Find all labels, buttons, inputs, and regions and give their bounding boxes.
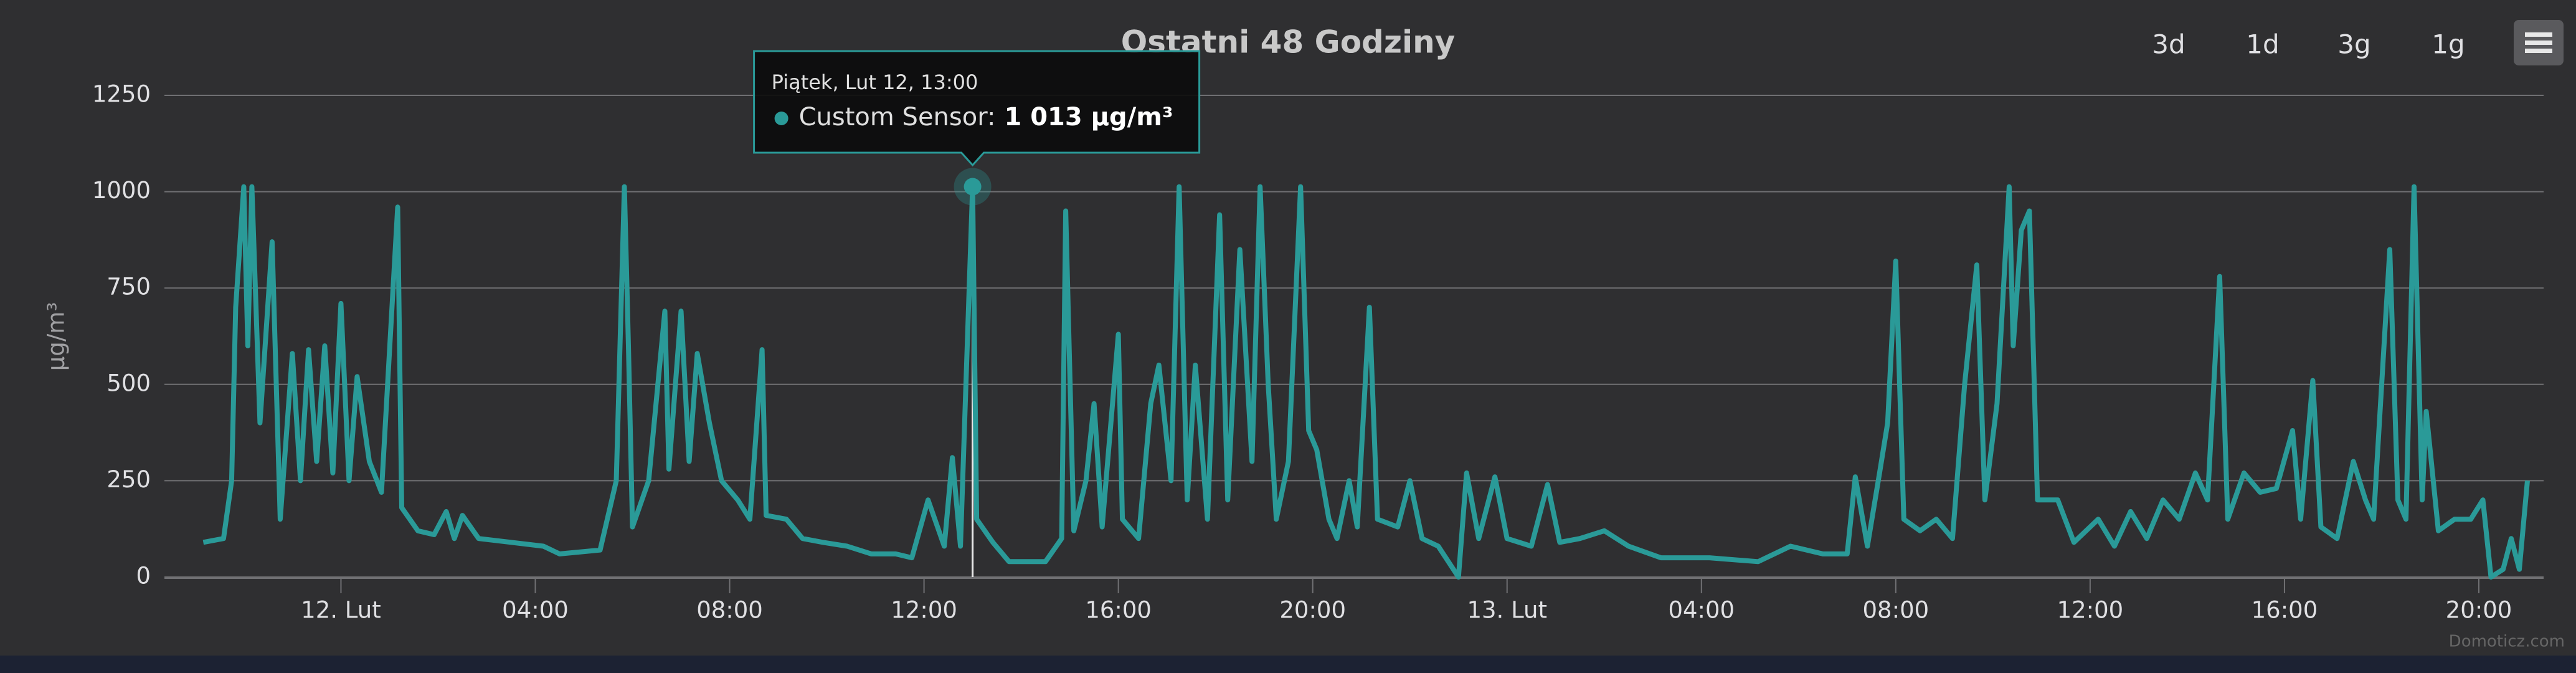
x-tick-label: 13. Lut [1467, 597, 1547, 624]
x-tick-label: 12:00 [2057, 597, 2124, 624]
y-tick-label: 1000 [92, 177, 151, 204]
menu-icon [2525, 32, 2552, 53]
tooltip-marker [774, 112, 788, 125]
y-tick-label: 500 [107, 370, 151, 396]
x-tick-label: 16:00 [1085, 597, 1152, 624]
x-tick-label: 08:00 [1863, 597, 1930, 624]
data-line [202, 184, 2530, 580]
x-tick-label: 04:00 [1668, 597, 1735, 624]
range-button[interactable]: 1d [2246, 29, 2279, 60]
x-tick-label: 16:00 [2252, 597, 2318, 624]
y-tick-label: 750 [107, 274, 151, 300]
y-tick-label: 0 [136, 563, 151, 589]
tooltip-row: Custom Sensor: 1 013 µg/m³ [799, 103, 1173, 131]
x-tick-label: 08:00 [696, 597, 763, 624]
hover-point [964, 178, 982, 196]
x-tick-label: 20:00 [1279, 597, 1346, 624]
y-axis-title: µg/m³ [43, 302, 70, 371]
credit: Domoticz.com [2449, 632, 2565, 651]
range-button[interactable]: 3g [2337, 29, 2370, 60]
x-tick-label: 12:00 [891, 597, 957, 624]
tooltip-title: Piątek, Lut 12, 13:00 [772, 70, 978, 94]
x-tick-label: 04:00 [502, 597, 569, 624]
chart-background [0, 0, 2576, 656]
x-tick-label: 20:00 [2446, 597, 2512, 624]
tooltip-box [753, 50, 1201, 167]
tooltip-value: 1 013 µg/m³ [1004, 103, 1173, 131]
range-button[interactable]: 3d [2152, 29, 2185, 60]
y-tick-label: 1250 [92, 81, 151, 108]
y-tick-label: 250 [107, 466, 151, 493]
x-tick-label: 12. Lut [301, 597, 381, 624]
tooltip: Piątek, Lut 12, 13:00 Custom Sensor: 1 013… [753, 50, 1201, 167]
tooltip-label: Custom Sensor: [799, 103, 996, 131]
range-button[interactable]: 1g [2432, 29, 2465, 60]
